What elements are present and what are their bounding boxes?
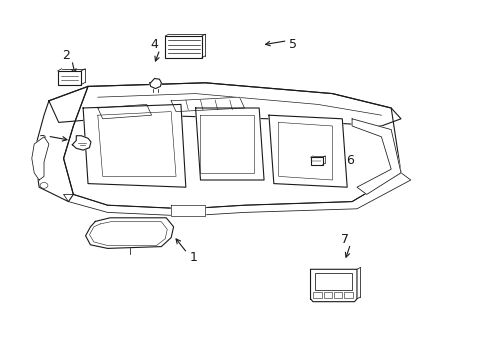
Polygon shape <box>63 173 410 216</box>
Bar <box>165 36 202 58</box>
Polygon shape <box>195 108 264 180</box>
Bar <box>313 292 322 298</box>
Polygon shape <box>63 83 400 209</box>
Text: 1: 1 <box>189 251 197 264</box>
Polygon shape <box>34 86 88 202</box>
Polygon shape <box>83 104 185 187</box>
Polygon shape <box>72 136 91 150</box>
Bar <box>323 292 332 298</box>
Text: 3: 3 <box>38 134 45 147</box>
Polygon shape <box>49 83 400 126</box>
Bar <box>315 273 351 290</box>
Text: 5: 5 <box>289 39 297 51</box>
Polygon shape <box>268 115 346 187</box>
Polygon shape <box>32 137 49 180</box>
Polygon shape <box>171 205 205 216</box>
FancyBboxPatch shape <box>58 71 81 85</box>
Polygon shape <box>98 104 151 119</box>
Polygon shape <box>310 269 356 302</box>
Bar <box>310 157 322 165</box>
Polygon shape <box>171 97 244 112</box>
Text: 7: 7 <box>340 233 348 246</box>
Bar <box>333 292 342 298</box>
Text: 4: 4 <box>150 39 158 51</box>
Polygon shape <box>351 119 400 194</box>
Polygon shape <box>85 218 173 248</box>
Text: 2: 2 <box>62 49 70 62</box>
Text: 6: 6 <box>345 154 353 167</box>
Polygon shape <box>149 78 161 89</box>
Bar <box>343 292 352 298</box>
